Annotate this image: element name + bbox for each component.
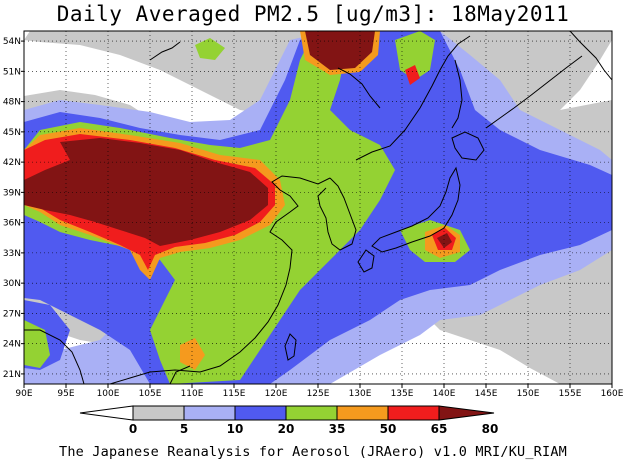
map-title: Daily Averaged PM2.5 [ug/m3]: 18May2011 [56,2,570,26]
colorbar-level-label: 20 [278,422,295,436]
lon-tick-label: 125E [307,389,330,399]
coastlines [24,31,612,384]
graticule [24,31,612,384]
longitude-axis: 90E 95E 100E 105E 110E 115E 120E 125E 130E 135E 14… [15,384,624,399]
coastline-china [109,175,331,384]
colorbar-swatch [132,405,185,421]
colorbar-level-label: 65 [431,422,448,436]
lat-tick-label: 36N [3,219,21,229]
lat-tick-label: 21N [3,370,21,380]
lat-tick-label: 30N [3,279,21,289]
coastline-kyushu [357,249,375,273]
lon-tick-label: 160E [601,389,624,399]
colorbar-level-label: 10 [227,422,244,436]
lon-tick-label: 150E [517,389,540,399]
lat-tick-label: 51N [3,67,21,77]
lat-tick-label: 24N [3,340,21,350]
lon-tick-label: 110E [181,389,204,399]
lon-tick-label: 120E [265,389,288,399]
colorbar-level-label: 50 [380,422,397,436]
lat-tick-label: 42N [3,158,21,168]
contour-darkred [24,138,268,246]
coastline-kurils [485,55,583,129]
lat-tick-label: 45N [3,128,21,138]
contour-darkred-japan [437,233,452,248]
lat-tick-label: 39N [3,188,21,198]
lon-tick-label: 95E [57,389,74,399]
coastline-okhotsk [337,67,381,109]
lat-tick-label: 48N [3,98,21,108]
contour-orange-south [180,338,205,370]
coastline-vietnam [169,365,191,384]
colorbar-swatch [183,405,236,421]
coastline-india [24,329,85,384]
lon-tick-label: 105E [139,389,162,399]
lon-tick-label: 115E [223,389,246,399]
lat-tick-label: 54N [3,37,21,47]
colorbar-arrow-high [438,405,495,421]
contour-green-nw [195,38,225,60]
contour-darkred-north [305,31,375,70]
colorbar-swatch [234,405,287,421]
colorbar-swatch [336,405,389,421]
contour-green-north [395,31,435,80]
lon-tick-label: 140E [433,389,456,399]
colorbar-swatch [387,405,440,421]
colorbar: 0 5 10 20 35 50 65 80 [79,405,499,436]
colorbar-swatch [285,405,338,421]
colorbar-level-label: 5 [180,422,188,436]
colorbar-level-label: 80 [482,422,499,436]
lon-tick-label: 135E [391,389,414,399]
coastline-hokkaido [451,131,485,161]
footer-credit: The Japanese Reanalysis for Aerosol (JRA… [59,444,567,460]
coastline-lake-baikal [149,41,181,61]
contour-red-north [405,65,420,85]
coastline-sakhalin [451,59,463,129]
coastline-kamchatka [569,31,612,81]
colorbar-level-label: 0 [129,422,137,436]
lon-tick-label: 145E [475,389,498,399]
lat-tick-label: 33N [3,249,21,259]
latitude-axis: 21N 24N 27N 30N 33N 36N 39N 42N 45N 48N 51N 54N [3,37,24,380]
lon-tick-label: 155E [559,389,582,399]
lat-tick-label: 27N [3,309,21,319]
colorbar-level-label: 35 [329,422,346,436]
coastline-korea [317,177,357,251]
lon-tick-label: 100E [97,389,120,399]
coastline-russia [355,35,471,161]
coastline-honshu [371,166,461,253]
colorbar-arrow-low [79,405,134,421]
lon-tick-label: 90E [15,389,32,399]
lon-tick-label: 130E [349,389,372,399]
coastline-taiwan [284,333,297,361]
